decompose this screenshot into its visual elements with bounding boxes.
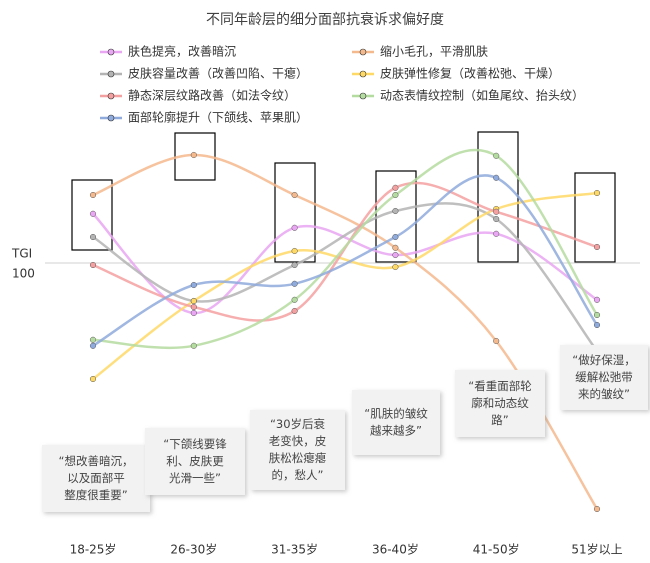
data-point [392,207,399,215]
data-point [89,210,97,217]
series-line [92,174,599,347]
note-box [250,410,345,490]
legend-marker [107,92,115,100]
legend-marker [107,114,115,122]
note-text: “肌肤的皱纹 [364,407,428,421]
data-point [291,261,298,269]
y-axis-label: TGI [11,247,32,261]
data-point [291,247,298,255]
highlight-boxes [71,131,616,263]
data-point [89,191,97,199]
legend-label: 缩小毛孔，平滑肌肤 [380,44,488,59]
x-tick-label: 18-25岁 [70,542,117,557]
data-point [593,321,601,329]
note-text: 来的皱纹” [578,387,630,401]
note-text: “30岁后衰 [270,417,326,431]
data-point [291,191,298,199]
legend-marker [107,70,115,78]
data-point [89,261,97,269]
data-point [493,337,500,345]
note-text: 路” [491,413,508,427]
note-box [145,428,245,495]
y-tick-label: 100 [12,267,35,281]
data-point [392,233,399,241]
data-point [190,151,197,159]
data-point [593,311,601,319]
data-point [190,297,197,305]
data-point [291,224,298,231]
legend-label: 面部轮廓提升（下颌线、苹果肌） [128,110,308,125]
data-point [493,152,500,159]
data-point [89,342,97,349]
data-point [190,303,197,311]
highlight-box [274,162,316,263]
legend-marker [359,92,367,100]
note-text: 整度很重要” [64,488,127,502]
note-text: 以及面部平 [67,471,125,485]
data-point [493,174,500,181]
note-box [42,445,150,512]
x-tick-label: 36-40岁 [372,542,419,557]
note-text: “看重面部轮 [468,379,532,393]
legend-label: 肤色提亮，改善暗沉 [128,44,236,59]
x-tick-label: 26-30岁 [170,542,217,557]
legend-marker [359,48,367,56]
data-point [89,233,97,241]
highlight-box [574,172,616,263]
data-point [392,191,399,199]
data-point [593,243,601,251]
note-box [455,370,545,437]
data-point [190,281,197,289]
note-text: 缓解松弛带 [575,370,633,384]
note-box [352,390,440,455]
note-text: 肤松松瘪瘪 [269,451,327,465]
highlight-box [71,179,113,251]
series-line [92,202,598,352]
x-tick-label: 51岁以上 [571,542,622,557]
legend-marker [107,48,115,56]
note-text: “下颌线要锋 [163,437,227,451]
data-point [493,208,500,215]
data-point [593,189,601,197]
x-tick-label: 31-35岁 [271,542,318,557]
data-point [89,375,97,383]
data-point [291,296,298,303]
data-point [291,307,298,315]
series-line [92,212,598,315]
data-point [493,230,500,237]
legend-label: 静态深层纹路改善（如法令纹） [128,88,296,103]
data-point [190,342,197,349]
data-point [493,215,500,223]
data-point [593,505,601,513]
legend-marker [359,70,367,78]
legend-label: 动态表情纹控制（如鱼尾纹、抬头纹） [380,88,584,103]
legend-label: 皮肤弹性修复（改善松弛、干燥） [380,66,560,81]
legend-label: 皮肤容量改善（改善凹陷、干瘪） [128,66,308,81]
series-line [92,191,598,380]
data-point [190,309,197,317]
data-point [291,280,298,287]
note-text: 光滑一些” [169,471,221,485]
chart-title: 不同年龄层的细分面部抗衰诉求偏好度 [206,11,444,28]
data-point [89,336,97,343]
note-text: 老变快，皮 [269,434,327,448]
note-text: 的，愁人” [272,468,324,482]
note-box [560,345,648,410]
data-point [392,263,399,271]
note-text: 利、皮肤更 [166,454,224,468]
note-text: 廓和动态纹 [471,396,529,410]
data-point [392,244,399,251]
note-text: “想改善暗沉， [59,454,134,468]
x-tick-label: 41-50岁 [473,542,520,557]
series-line [92,181,598,322]
data-point [392,251,399,259]
data-point [392,184,399,191]
note-text: “做好保湿， [572,353,635,367]
data-point [593,296,601,303]
note-text: 越来越多” [370,424,422,438]
